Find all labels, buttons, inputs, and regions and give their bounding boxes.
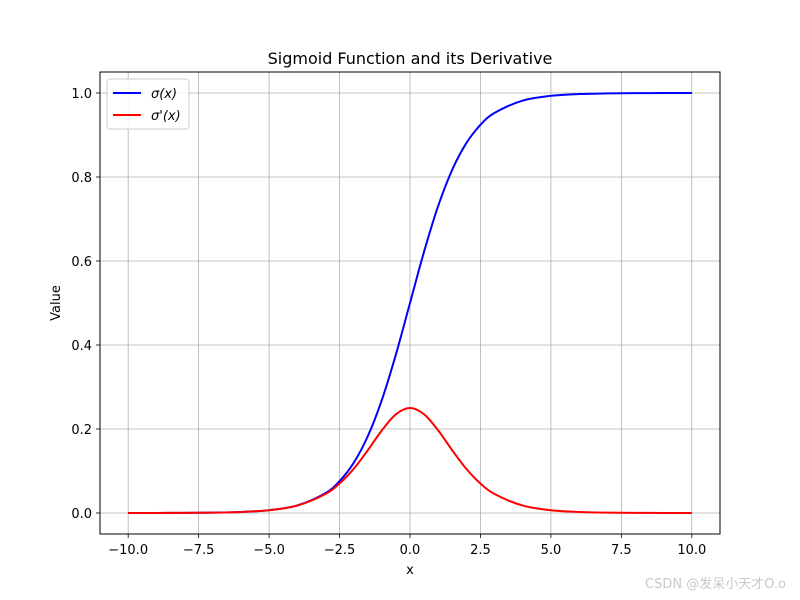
legend-label-sigma-derivative: σ'(x) (151, 109, 181, 124)
x-tick-label: 7.5 (611, 543, 632, 558)
y-tick-label: 0.0 (71, 507, 92, 522)
legend-label-sigma: σ(x) (151, 87, 177, 102)
watermark: CSDN @发呆小天才O.o (645, 577, 786, 592)
y-tick-label: 0.2 (71, 423, 92, 438)
legend: σ(x) σ'(x) (106, 78, 190, 130)
y-axis-ticks: 0.0 0.2 0.4 0.6 0.8 1.0 (71, 87, 100, 522)
x-tick-label: 2.5 (470, 543, 491, 558)
x-axis-ticks: −10.0 −7.5 −5.0 −2.5 0.0 2.5 5.0 7.5 10.0 (108, 534, 706, 558)
x-tick-label: −7.5 (183, 543, 215, 558)
x-tick-label: 0.0 (400, 543, 421, 558)
series-line-sigma-derivative (128, 406, 692, 514)
y-axis-label: Value (49, 285, 64, 321)
y-tick-label: 1.0 (71, 87, 92, 102)
plot-series (128, 92, 692, 514)
x-tick-label: −2.5 (324, 543, 356, 558)
x-tick-label: 5.0 (541, 543, 562, 558)
y-tick-label: 0.4 (71, 339, 92, 354)
x-tick-label: 10.0 (677, 543, 706, 558)
y-tick-label: 0.6 (71, 255, 92, 270)
x-tick-label: −10.0 (108, 543, 148, 558)
x-tick-label: −5.0 (253, 543, 285, 558)
chart-title: Sigmoid Function and its Derivative (268, 49, 553, 68)
legend-box (106, 78, 190, 130)
y-tick-label: 0.8 (71, 171, 92, 186)
x-axis-label: x (406, 563, 414, 578)
